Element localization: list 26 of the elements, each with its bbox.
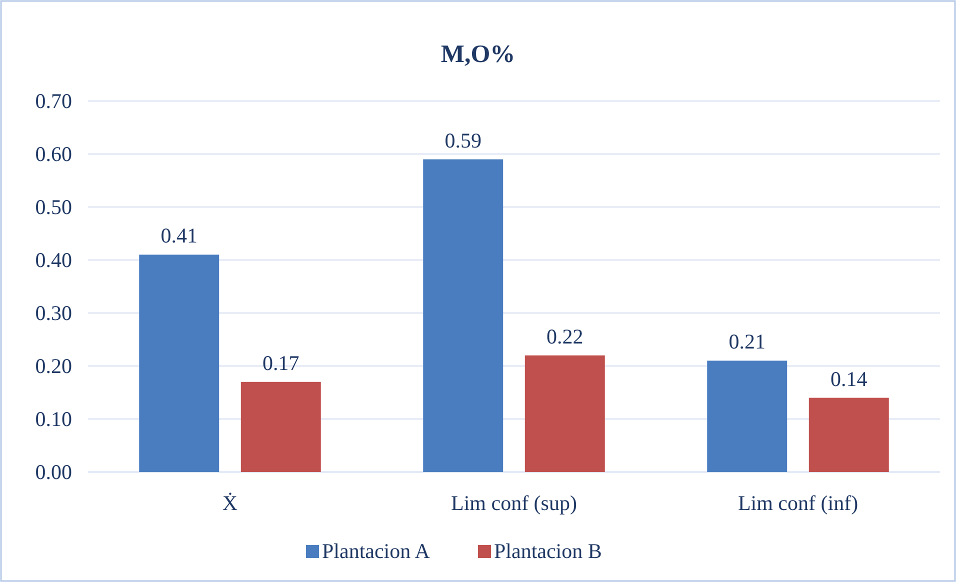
y-tick-label: 0.20: [35, 354, 72, 378]
bar: [524, 355, 605, 472]
chart-title: M,O%: [440, 41, 516, 68]
x-tick-label: Lim conf (inf): [738, 491, 858, 515]
bar: [423, 159, 504, 472]
y-tick-label: 0.60: [35, 142, 72, 166]
legend-label: Plantacion B: [494, 539, 602, 563]
y-tick-label: 0.10: [35, 407, 72, 431]
data-label: 0.41: [160, 224, 198, 248]
x-tick-label: Lim conf (sup): [451, 491, 577, 515]
y-tick-label: 0.50: [35, 195, 72, 219]
y-tick-label: 0.00: [35, 460, 72, 484]
y-tick-label: 0.30: [35, 301, 72, 325]
bar: [808, 398, 889, 472]
data-label: 0.59: [444, 128, 482, 152]
data-label: 0.14: [830, 366, 868, 391]
bar: [707, 360, 788, 472]
y-tick-label: 0.70: [35, 89, 72, 113]
legend-label: Plantacion A: [322, 539, 431, 563]
x-tick-label: Ẋ: [222, 491, 238, 515]
y-tick-label: 0.40: [35, 248, 72, 272]
bar: [240, 382, 321, 472]
data-label: 0.22: [546, 324, 584, 348]
data-label: 0.21: [728, 330, 766, 354]
data-label: 0.17: [262, 350, 300, 375]
bar: [139, 254, 220, 472]
